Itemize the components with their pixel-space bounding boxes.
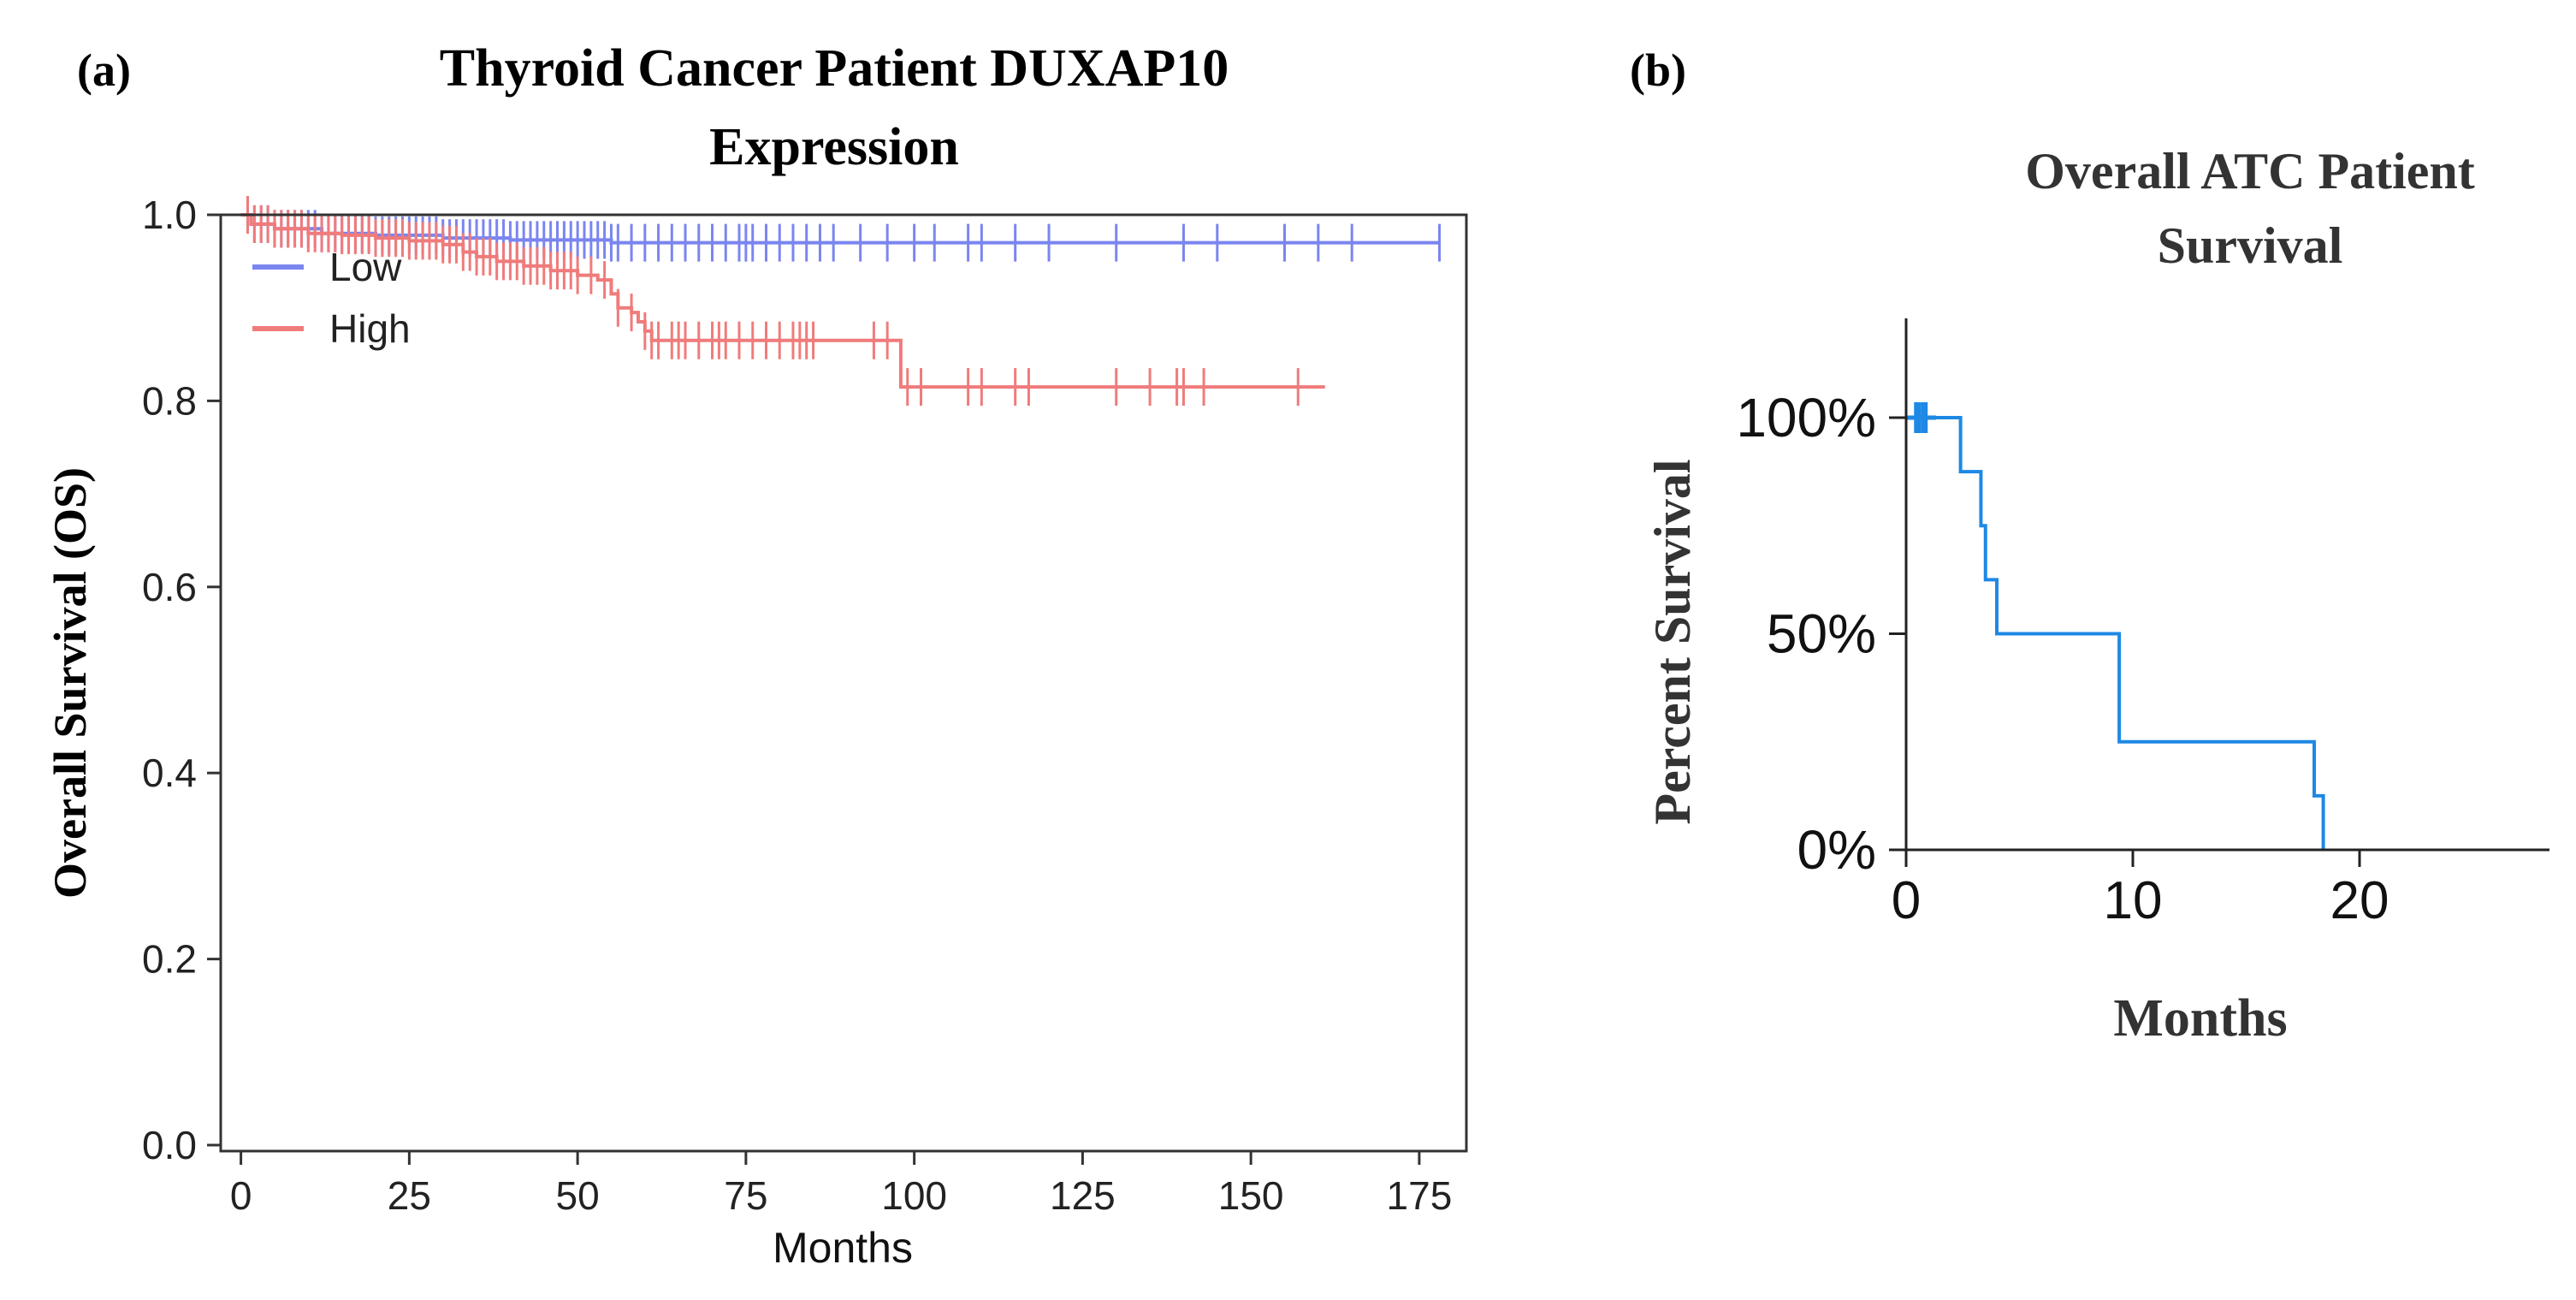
chart-b-y-tick-label: 100% <box>1736 387 1876 448</box>
chart-a-series-group <box>240 196 1442 407</box>
chart-b-ticks: 0 10 20 0% 50% 100% <box>1736 387 2389 930</box>
series-atc <box>1905 402 2325 850</box>
chart-a-legend: Low High <box>252 245 411 351</box>
chart-a-x-tick-label: 125 <box>1050 1173 1116 1218</box>
chart-a-y-tick-label: 1.0 <box>142 193 197 237</box>
panel-a-chart: (a) Thyroid Cancer Patient DUXAP10 Expre… <box>44 39 1468 1272</box>
series-low-line <box>240 213 1440 245</box>
chart-b-x-tick-label: 10 <box>2104 871 2163 930</box>
chart-a-x-axis-label: Months <box>773 1224 913 1272</box>
chart-a-plot-frame <box>219 213 1468 1153</box>
chart-b-y-tick-label: 50% <box>1767 603 1876 665</box>
panel-a-label: (a) <box>77 45 131 96</box>
chart-a-y-axis-label: Overall Survival (OS) <box>44 467 96 899</box>
chart-a-x-tick-label: 75 <box>724 1173 767 1218</box>
legend-low-label: Low <box>329 245 402 289</box>
chart-b-x-tick-label: 20 <box>2330 871 2389 930</box>
chart-a-y-tick-label: 0.0 <box>142 1123 197 1167</box>
legend-high-label: High <box>329 306 411 351</box>
chart-b-title-line2: Survival <box>2158 217 2343 274</box>
chart-a-title-line1: Thyroid Cancer Patient DUXAP10 <box>440 39 1229 98</box>
chart-b-series-group <box>1905 402 2325 850</box>
series-high <box>240 196 1325 407</box>
chart-b-title-line1: Overall ATC Patient <box>2025 143 2474 199</box>
chart-b-x-axis-label: Months <box>2113 989 2287 1048</box>
chart-a-x-tick-label: 100 <box>881 1173 947 1218</box>
chart-b-x-tick-label: 0 <box>1892 871 1921 930</box>
chart-b-y-axis-label: Percent Survival <box>1644 459 1701 824</box>
chart-a-x-tick-label: 175 <box>1387 1173 1453 1218</box>
chart-a-x-tick-label: 25 <box>388 1173 431 1218</box>
chart-a-y-tick-label: 0.6 <box>142 565 197 609</box>
chart-a-x-tick-label: 0 <box>230 1173 252 1218</box>
chart-a-ticks: 0 25 50 75 100 125 150 175 0.0 0.2 0.4 0.6 0.8 1.0 <box>142 193 1452 1218</box>
chart-a-y-tick-label: 0.8 <box>142 378 197 423</box>
chart-a-title-line2: Expression <box>709 118 959 176</box>
chart-b-y-tick-label: 0% <box>1797 819 1877 881</box>
panel-b-label: (b) <box>1630 45 1686 96</box>
series-low <box>240 196 1442 262</box>
series-atc-line <box>1906 416 2325 850</box>
chart-a-x-tick-label: 150 <box>1218 1173 1284 1218</box>
panel-b-chart: (b) Overall ATC Patient Survival 0 10 20 0%… <box>1630 45 2549 1048</box>
chart-a-y-tick-label: 0.4 <box>142 751 197 795</box>
chart-a-y-tick-label: 0.2 <box>142 937 197 982</box>
chart-a-x-tick-label: 50 <box>556 1173 600 1218</box>
